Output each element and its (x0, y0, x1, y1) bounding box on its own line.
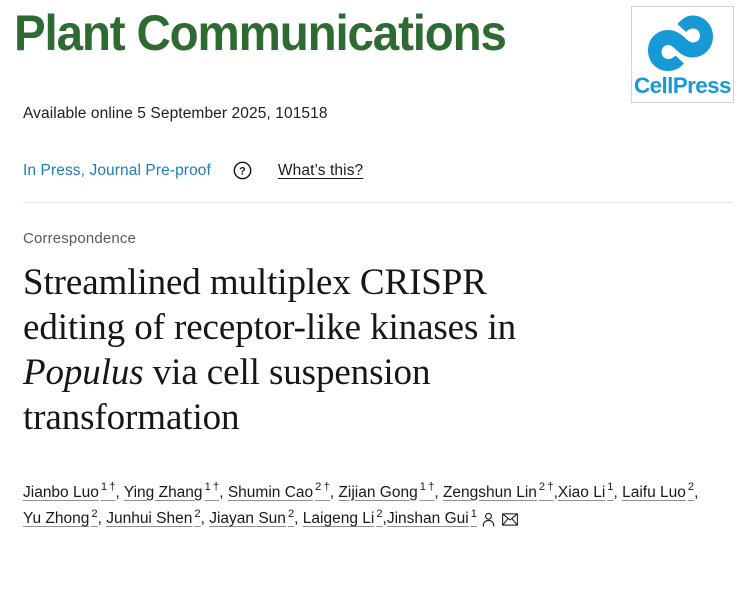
author-name: Yu Zhong (23, 510, 90, 528)
author-link[interactable]: Xiao Li 1 (557, 481, 614, 501)
author-name: Zengshun Lin (442, 483, 537, 501)
author-separator: , (97, 510, 107, 528)
author-separator: , (329, 483, 339, 501)
author-affiliation-marker: 2 (194, 508, 201, 520)
journal-title[interactable]: Plant Communications (14, 5, 507, 61)
author-name: Zijian Gong (338, 483, 418, 501)
author-name: Junhui Shen (106, 510, 193, 528)
masthead-text-block: Plant Communications (14, 6, 532, 60)
author-link[interactable]: Laigeng Li 2 (302, 508, 383, 528)
cellpress-infinity-icon (647, 12, 719, 74)
author-link[interactable]: Jinshan Gui 1 (386, 508, 477, 528)
author-affiliation-marker: 1 † (204, 481, 220, 494)
author-separator: , (434, 483, 443, 501)
header-divider (23, 202, 733, 203)
author-name: Laifu Luo (622, 483, 686, 501)
author-link[interactable]: Zijian Gong 1 † (338, 481, 435, 501)
author-link[interactable]: Zengshun Lin 2 † (442, 481, 554, 501)
article-title-species: Populus (23, 352, 144, 394)
cellpress-wordmark: CellPress (634, 73, 731, 98)
author-separator: , (219, 483, 228, 501)
author-link[interactable]: Shumin Cao 2 † (227, 481, 330, 501)
corresponding-author-icons (481, 512, 518, 527)
availability-line: Available online 5 September 2025, 10151… (23, 105, 328, 122)
author-link[interactable]: Jianbo Luo 1 † (23, 481, 116, 501)
publication-status-row: In Press, Journal Pre-proof ? What’s thi… (14, 161, 736, 180)
author-separator: , (613, 483, 623, 501)
author-link[interactable]: Junhui Shen 2 (106, 508, 201, 528)
svg-text:?: ? (239, 166, 246, 178)
author-separator: , (553, 483, 558, 501)
author-separator: , (115, 483, 124, 501)
author-list: Jianbo Luo 1 †, Ying Zhang 1 †, Shumin Cao… (23, 480, 733, 533)
status-badge: In Press, Journal Pre-proof (23, 161, 211, 179)
envelope-icon[interactable] (502, 512, 518, 526)
author-affiliation-marker: 1 † (419, 481, 435, 494)
author-name: Xiao Li (557, 483, 606, 501)
author-name: Jiayan Sun (209, 510, 286, 528)
cellpress-logo[interactable]: CellPress (631, 6, 734, 103)
whats-this-link[interactable]: What’s this? (277, 161, 364, 179)
article-title-part-after: via cell suspension transformation (23, 352, 431, 439)
question-circle-icon[interactable]: ? (233, 161, 252, 180)
author-name: Ying Zhang (123, 483, 203, 501)
author-affiliation-marker: 2 † (315, 481, 330, 494)
author-link[interactable]: Yu Zhong 2 (23, 508, 98, 528)
article-title-part-before: Streamlined multiplex CRISPR editing of … (23, 262, 517, 349)
author-affiliation-marker: 1 (607, 481, 614, 494)
author-affiliation-marker: 2 (376, 508, 383, 520)
author-separator: , (294, 510, 303, 528)
author-affiliation-marker: 2 (687, 481, 695, 494)
author-link[interactable]: Laifu Luo 2 (622, 481, 695, 501)
author-affiliation-marker: 2 (91, 508, 98, 520)
author-affiliation-marker: 1 † (100, 481, 116, 494)
author-name: Jinshan Gui (386, 510, 469, 528)
author-separator: , (382, 510, 387, 528)
author-affiliation-marker: 2 (287, 508, 295, 520)
author-affiliation-marker: 1 (470, 508, 477, 520)
author-separator: , (694, 483, 699, 501)
author-name: Jianbo Luo (23, 483, 99, 501)
author-name: Shumin Cao (227, 483, 314, 501)
author-separator: , (200, 510, 210, 528)
masthead: Plant Communications CellPress (14, 0, 736, 103)
author-name: Laigeng Li (302, 510, 375, 528)
article-section-kicker: Correspondence (23, 230, 137, 247)
person-icon[interactable] (481, 512, 496, 527)
author-link[interactable]: Jiayan Sun 2 (209, 508, 295, 528)
author-link[interactable]: Ying Zhang 1 † (123, 481, 220, 501)
article-title: Streamlined multiplex CRISPR editing of … (23, 260, 543, 441)
author-affiliation-marker: 2 † (538, 481, 554, 494)
article-block: Correspondence Streamlined multiplex CRI… (14, 230, 736, 533)
